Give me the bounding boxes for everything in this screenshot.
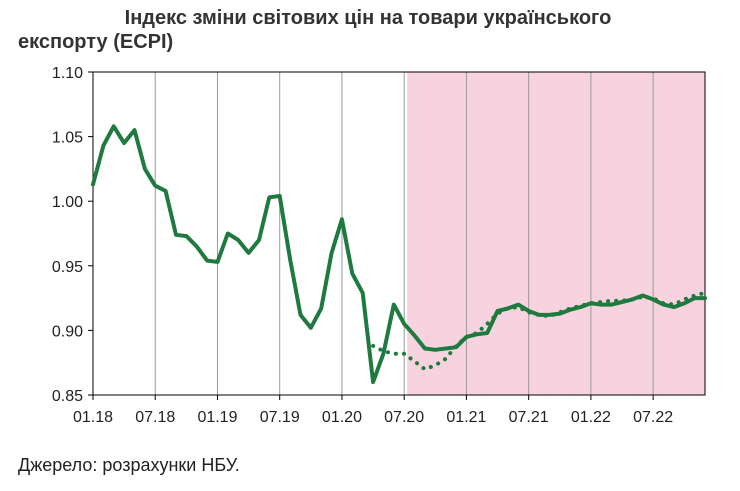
x-tick-label: 07.18 bbox=[135, 409, 175, 426]
y-tick-label: 0.85 bbox=[52, 388, 83, 405]
y-tick-label: 1.05 bbox=[52, 130, 83, 147]
x-tick-label: 07.21 bbox=[509, 409, 549, 426]
x-tick-label: 01.22 bbox=[571, 409, 611, 426]
chart-title: Індекс зміни світових цін на товари укра… bbox=[18, 6, 718, 54]
plot-frame bbox=[92, 71, 706, 396]
x-tick-label: 01.18 bbox=[73, 409, 113, 426]
x-tick-label: 07.19 bbox=[260, 409, 300, 426]
series-line-solid bbox=[91, 124, 707, 385]
y-tick-label: 0.95 bbox=[52, 259, 83, 276]
series-line-dotted bbox=[371, 290, 707, 372]
x-tick-label: 01.20 bbox=[322, 409, 362, 426]
source-note: Джерело: розрахунки НБУ. bbox=[18, 455, 240, 475]
chart-title-line2: експорту (ECPI) bbox=[18, 31, 174, 53]
y-tick-label: 1.10 bbox=[52, 65, 83, 82]
forecast-band bbox=[407, 72, 705, 395]
y-tick-label: 1.00 bbox=[52, 194, 83, 211]
x-tick-label: 07.20 bbox=[384, 409, 424, 426]
y-tick-label: 0.90 bbox=[52, 323, 83, 340]
x-tick-label: 07.22 bbox=[633, 409, 673, 426]
chart-title-line1: Індекс зміни світових цін на товари укра… bbox=[124, 7, 612, 29]
x-tick-label: 01.19 bbox=[197, 409, 237, 426]
x-tick-label: 01.21 bbox=[446, 409, 486, 426]
